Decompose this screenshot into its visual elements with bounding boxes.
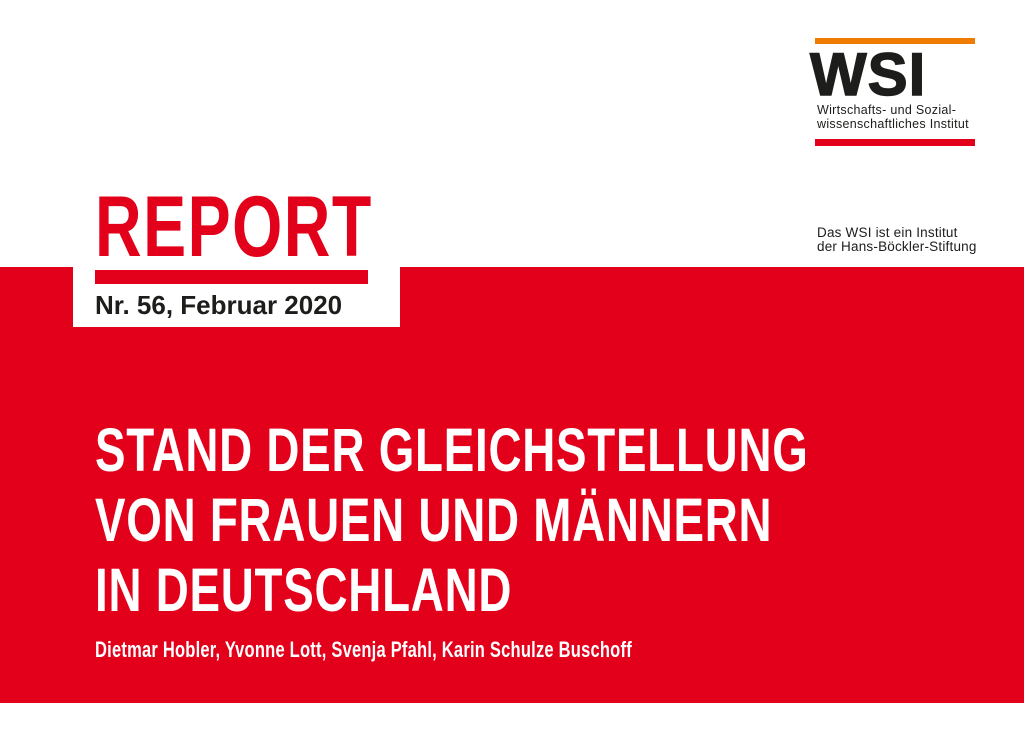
wsi-logo-subtitle-line1: Wirtschafts- und Sozial- bbox=[817, 103, 957, 117]
logo-red-rule bbox=[815, 139, 975, 146]
report-underline-rule bbox=[95, 270, 368, 284]
wsi-logo-subtitle: Wirtschafts- und Sozial- wissenschaftlic… bbox=[817, 103, 969, 131]
cover-title-line2: VON FRAUEN UND MÄNNERN bbox=[95, 486, 773, 554]
issue-box: Nr. 56, Februar 2020 bbox=[73, 267, 400, 327]
wsi-logo-subtitle-line2: wissenschaftliches Institut bbox=[817, 116, 969, 131]
institute-note-line2: der Hans-Böckler-Stiftung bbox=[817, 238, 977, 254]
series-title: REPORT bbox=[95, 179, 373, 275]
issue-number-date: Nr. 56, Februar 2020 bbox=[95, 290, 343, 320]
wsi-logo-acronym: WSI bbox=[809, 41, 927, 108]
red-background-band bbox=[0, 267, 1024, 703]
logo-orange-rule bbox=[815, 38, 975, 44]
cover-title-line3: IN DEUTSCHLAND bbox=[95, 556, 513, 624]
cover-title-line1: STAND DER GLEICHSTELLUNG bbox=[95, 416, 809, 484]
institute-note: Das WSI ist ein Institut der Hans-Böckle… bbox=[817, 226, 977, 253]
institute-note-line1: Das WSI ist ein Institut bbox=[817, 225, 958, 240]
authors-line: Dietmar Hobler, Yvonne Lott, Svenja Pfah… bbox=[95, 637, 632, 662]
